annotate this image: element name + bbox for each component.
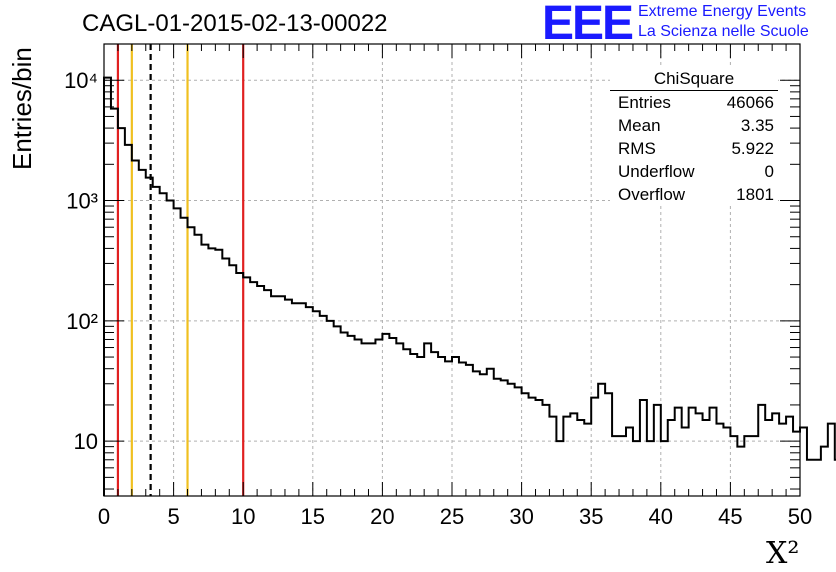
stats-value: 1801 — [736, 185, 774, 204]
stats-label: Entries — [618, 93, 671, 112]
stats-row: RMS 5.922 — [610, 137, 778, 160]
stats-value: 0 — [764, 162, 774, 181]
axis-ticks — [103, 43, 801, 496]
stats-label: Underflow — [618, 162, 695, 181]
chart-title: CAGL-01-2015-02-13-00022 — [82, 10, 388, 37]
x-tick-label: 0 — [98, 504, 110, 529]
reference-lines — [116, 44, 245, 496]
y-tick-label: 10³ — [66, 189, 98, 214]
logo-text-line2: La Scienza nelle Scuole — [638, 23, 809, 40]
stats-row: Mean 3.35 — [610, 114, 778, 137]
x-tick-label: 35 — [579, 504, 603, 529]
histogram-step-line — [103, 76, 836, 496]
stats-label: Overflow — [618, 185, 686, 204]
stats-value: 46066 — [726, 93, 774, 112]
x-tick-label: 25 — [440, 504, 464, 529]
x-tick-label: 45 — [718, 504, 742, 529]
grid-lines — [104, 44, 800, 496]
x-tick-label: 40 — [649, 504, 673, 529]
x-tick-label: 50 — [788, 504, 812, 529]
x-tick-label: 15 — [301, 504, 325, 529]
eee-logo-mark: EEE — [542, 0, 634, 50]
stats-value: 5.922 — [731, 139, 774, 158]
stats-label: RMS — [618, 139, 656, 158]
y-axis-label: Entries/bin — [7, 47, 37, 170]
y-tick-label: 10² — [66, 309, 98, 334]
stats-box: ChiSquare Entries 46066 Mean 3.35 RMS 5.922… — [610, 66, 778, 206]
stats-row: Entries 46066 — [610, 91, 778, 114]
x-tick-labels: 0 5 10 15 20 25 30 35 40 45 50 — [98, 504, 812, 529]
y-tick-label: 10 — [74, 429, 98, 454]
stats-title: ChiSquare — [610, 66, 778, 91]
stats-row: Underflow 0 — [610, 160, 778, 183]
x-tick-label: 30 — [509, 504, 533, 529]
x-tick-label: 10 — [231, 504, 255, 529]
x-axis-label: X² — [766, 536, 800, 571]
y-tick-labels: 10 10² 10³ 10⁴ — [64, 68, 98, 454]
x-tick-label: 20 — [370, 504, 394, 529]
x-tick-label: 5 — [167, 504, 179, 529]
stats-row: Overflow 1801 — [610, 183, 778, 206]
stats-value: 3.35 — [740, 116, 774, 135]
stats-label: Mean — [618, 116, 661, 135]
logo-text-line1: Extreme Energy Events — [638, 3, 807, 20]
y-tick-label: 10⁴ — [64, 68, 98, 93]
